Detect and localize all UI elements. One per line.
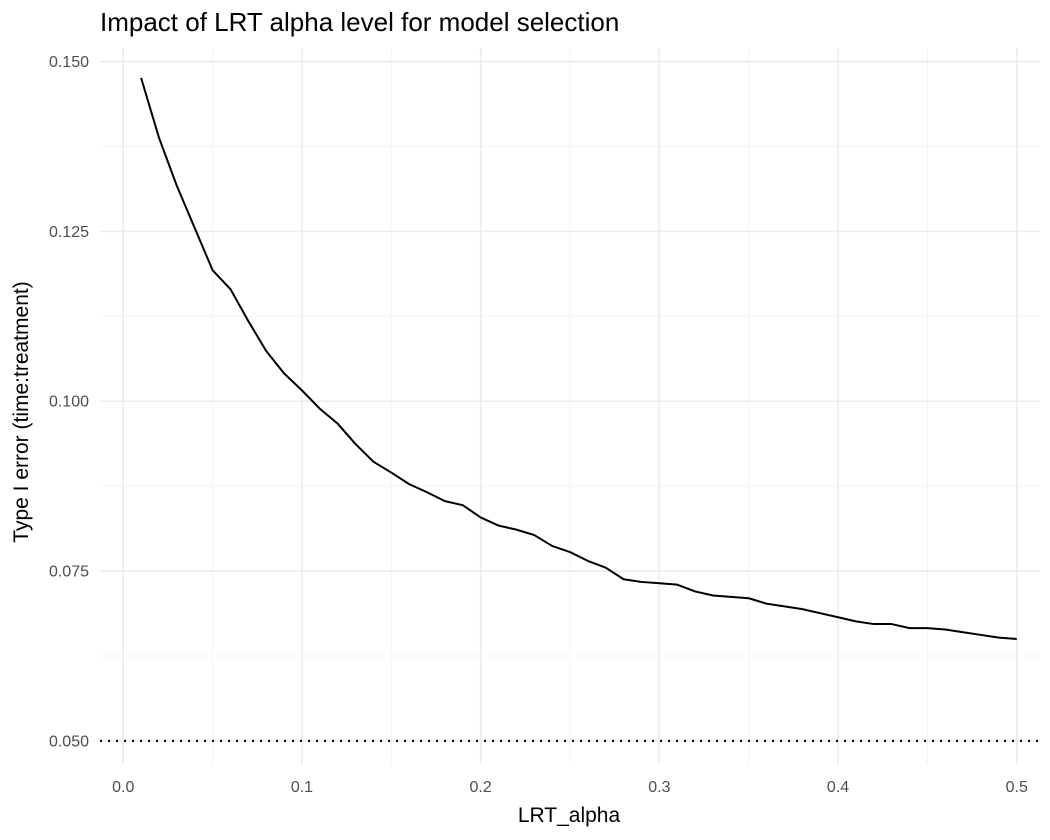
x-tick-label: 0.2 — [470, 779, 492, 796]
x-axis-ticks: 0.0 0.1 0.2 0.3 0.4 0.5 — [112, 779, 1028, 796]
y-tick-label: 0.075 — [49, 564, 89, 581]
x-tick-label: 0.3 — [648, 779, 670, 796]
major-gridlines — [100, 48, 1040, 764]
minor-gridlines — [100, 48, 1040, 764]
chart-title: Impact of LRT alpha level for model sele… — [100, 7, 619, 37]
y-tick-label: 0.100 — [49, 394, 89, 411]
x-tick-label: 0.5 — [1006, 779, 1028, 796]
x-tick-label: 0.0 — [112, 779, 134, 796]
y-tick-label: 0.125 — [49, 224, 89, 241]
series-line — [140, 77, 1017, 641]
x-axis-title: LRT_alpha — [518, 804, 621, 827]
y-tick-label: 0.050 — [49, 733, 89, 750]
y-axis-ticks: 0.050 0.075 0.100 0.125 0.150 — [49, 54, 89, 750]
y-tick-label: 0.150 — [49, 54, 89, 71]
x-tick-label: 0.1 — [291, 779, 313, 796]
series-layer — [140, 77, 1017, 641]
y-axis-title: Type I error (time:treatment) — [10, 281, 33, 542]
x-tick-label: 0.4 — [827, 779, 849, 796]
